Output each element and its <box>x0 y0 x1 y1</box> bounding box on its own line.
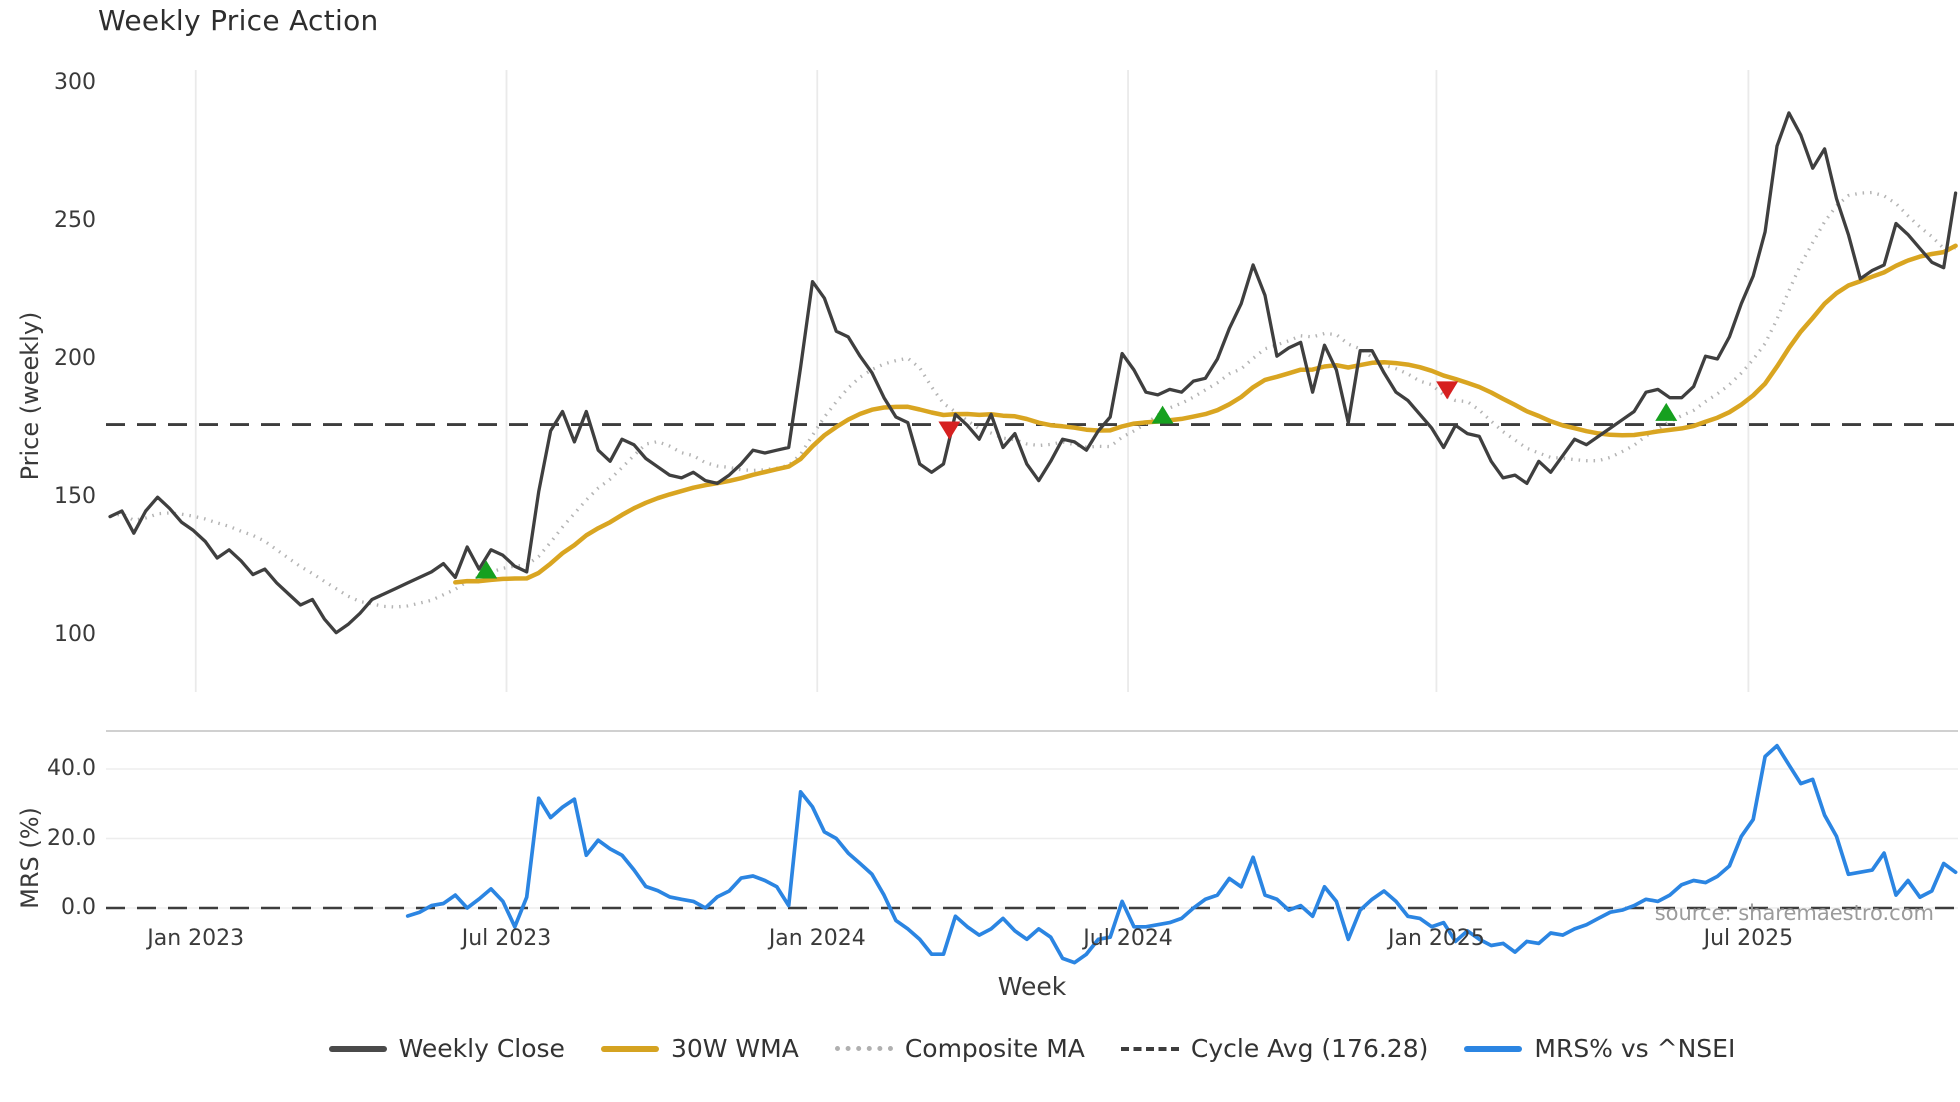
weekly-close-line <box>108 111 1958 635</box>
buy-signal-triangle-icon <box>1151 405 1174 424</box>
buy-signal-triangle-icon <box>1655 402 1678 421</box>
x-axis-label: Week <box>997 972 1067 1001</box>
x-tick-label: Jan 2024 <box>768 926 866 951</box>
x-tick-label: Jan 2025 <box>1387 926 1485 951</box>
mrs-ytick-label: 40.0 <box>47 756 96 781</box>
price-ytick-label: 150 <box>54 484 96 510</box>
mrs-line-swatch-icon <box>1464 1045 1523 1052</box>
legend-item-weekly-close: Weekly Close <box>328 1034 565 1063</box>
buy-signal-triangle-icon <box>475 560 498 579</box>
x-tick-label: Jan 2023 <box>147 926 245 951</box>
legend-item-30w-wma: 30W WMA <box>600 1034 799 1063</box>
wma-line-swatch-icon <box>600 1045 659 1052</box>
legend-label: MRS% vs ^NSEI <box>1534 1034 1736 1063</box>
price-ytick-label: 300 <box>54 69 96 95</box>
legend-label: Weekly Close <box>398 1034 565 1063</box>
composite-ma-dotted-swatch-icon <box>834 1046 893 1051</box>
mrs-axis-label: MRS (%) <box>16 807 44 909</box>
price-ytick-label: 100 <box>54 622 96 648</box>
price-axis-label: Price (weekly) <box>16 311 44 481</box>
sell-signal-triangle-icon <box>938 421 961 440</box>
legend-label: 30W WMA <box>670 1034 799 1063</box>
price-ytick-label: 200 <box>54 345 96 371</box>
sell-signal-triangle-icon <box>1436 381 1459 400</box>
x-tick-label: Jul 2024 <box>1083 926 1173 951</box>
chart-title: Weekly Price Action <box>98 4 379 37</box>
x-tick-label: Jul 2023 <box>461 926 552 951</box>
source-watermark: source: sharemaestro.com <box>1654 901 1934 925</box>
weekly-close-line-swatch-icon <box>328 1045 387 1052</box>
composite-ma-line <box>109 190 1956 609</box>
price-ytick-label: 250 <box>54 207 96 233</box>
chart-legend: Weekly Close 30W WMA Composite MA Cycle … <box>106 1034 1958 1063</box>
legend-label: Composite MA <box>904 1034 1085 1063</box>
mrs-ytick-label: 0.0 <box>61 895 96 920</box>
legend-item-mrs: MRS% vs ^NSEI <box>1464 1034 1735 1063</box>
legend-label: Cycle Avg (176.28) <box>1190 1034 1429 1063</box>
legend-item-cycle-avg: Cycle Avg (176.28) <box>1120 1034 1429 1063</box>
mrs-line <box>405 743 1958 965</box>
wma-30w-line <box>453 243 1958 585</box>
cycle-avg-dashed-swatch-icon <box>1120 1046 1179 1051</box>
legend-item-composite-ma: Composite MA <box>834 1034 1085 1063</box>
x-tick-label: Jul 2025 <box>1703 926 1794 951</box>
mrs-ytick-label: 20.0 <box>47 825 96 851</box>
